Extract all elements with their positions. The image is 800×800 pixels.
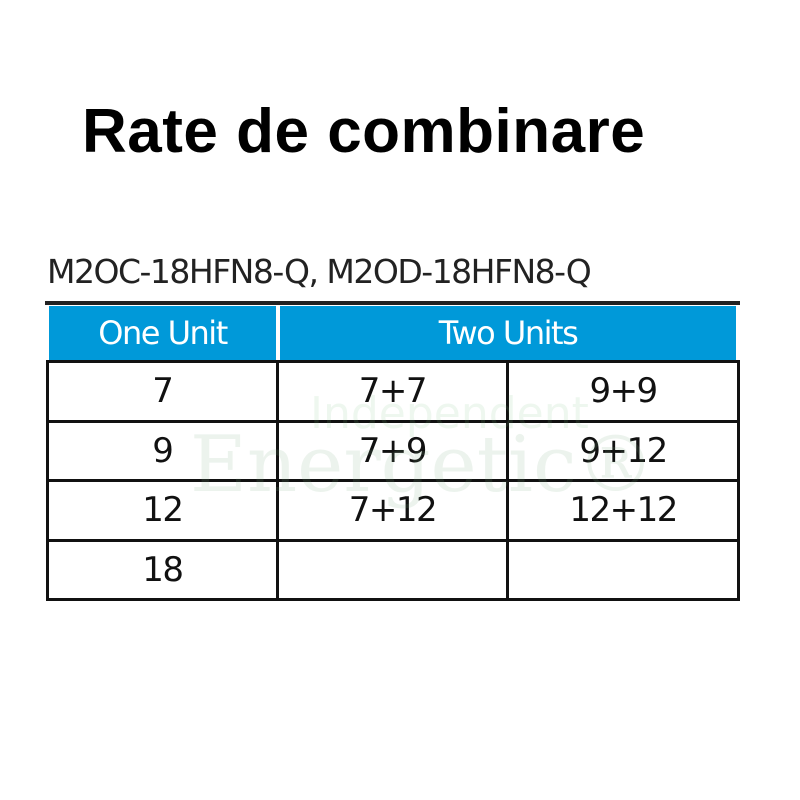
table-row: 9 7+9 9+12	[46, 419, 740, 482]
two-units-cell	[275, 538, 510, 601]
page-title: Rate de combinare	[82, 97, 646, 166]
two-units-cell: 7+7	[275, 360, 510, 423]
table-row: 18	[46, 538, 740, 601]
top-rule	[45, 301, 740, 305]
header-two-units: Two Units	[280, 306, 736, 360]
two-units-cell: 9+12	[506, 419, 740, 482]
combination-table: 7 7+7 9+9 9 7+9 9+12 12 7+12 12+12 18	[46, 360, 740, 601]
table-row: 7 7+7 9+9	[46, 360, 740, 423]
table-row: 12 7+12 12+12	[46, 479, 740, 542]
model-subtitle: M2OC-18HFN8-Q, M2OD-18HFN8-Q	[47, 252, 592, 291]
one-unit-cell: 18	[46, 538, 279, 601]
one-unit-cell: 9	[46, 419, 279, 482]
two-units-cell: 9+9	[506, 360, 740, 423]
two-units-cell: 7+9	[275, 419, 510, 482]
header-one-unit: One Unit	[49, 306, 276, 360]
two-units-cell: 7+12	[275, 479, 510, 542]
one-unit-cell: 12	[46, 479, 279, 542]
table-header: One Unit Two Units	[49, 306, 736, 360]
one-unit-cell: 7	[46, 360, 279, 423]
two-units-cell: 12+12	[506, 479, 740, 542]
two-units-cell	[506, 538, 740, 601]
